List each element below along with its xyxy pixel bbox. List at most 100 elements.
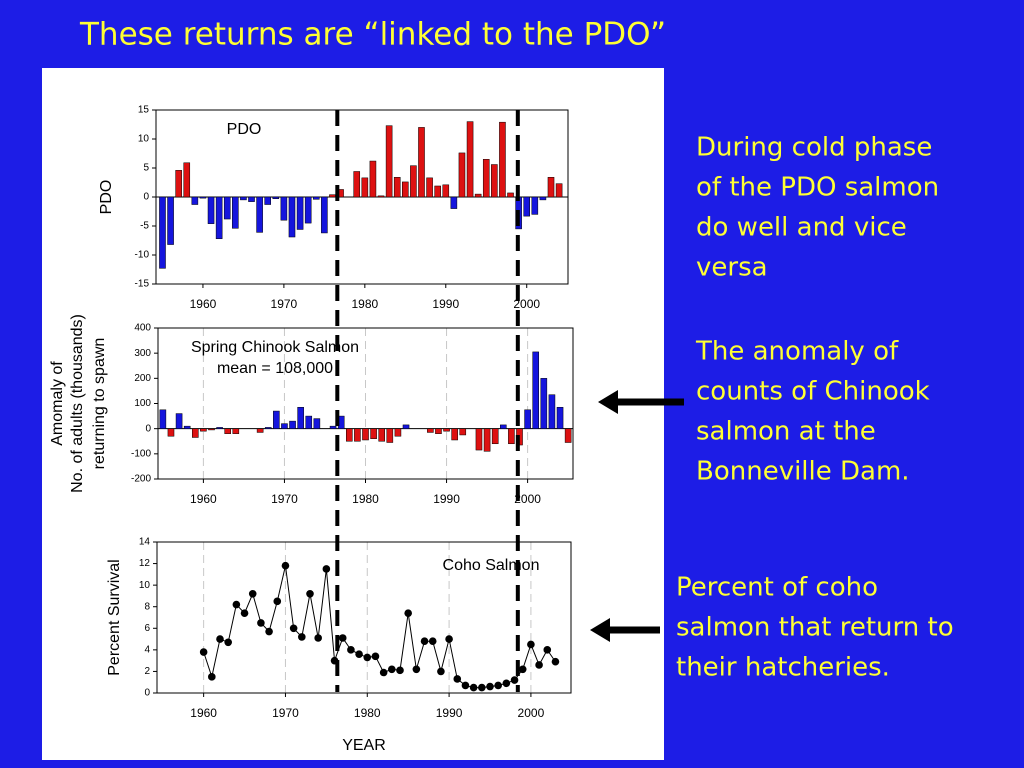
- bar: [223, 196, 231, 220]
- arrow: [590, 618, 660, 642]
- bar: [385, 125, 393, 198]
- x-tick-label: 1970: [271, 492, 298, 506]
- point: [461, 681, 470, 690]
- point: [437, 667, 445, 676]
- bar: [345, 428, 353, 442]
- bar: [474, 193, 482, 198]
- bar: [556, 407, 564, 429]
- point: [510, 676, 519, 684]
- point: [322, 565, 331, 573]
- y-tick-label: 10: [139, 580, 151, 591]
- bar: [232, 428, 240, 434]
- point: [412, 665, 421, 674]
- point: [371, 652, 380, 661]
- bar: [215, 196, 223, 240]
- bar: [426, 177, 433, 198]
- point: [355, 650, 363, 658]
- y-tick-label: 0: [144, 688, 150, 699]
- bar: [402, 181, 409, 198]
- point: [338, 634, 347, 642]
- bar: [353, 171, 361, 198]
- point: [216, 635, 224, 643]
- bar: [450, 196, 458, 209]
- bar: [508, 428, 515, 445]
- bar: [288, 196, 296, 238]
- point: [388, 665, 396, 674]
- point: [428, 637, 437, 646]
- slide-title: These returns are “linked to the PDO”: [79, 17, 666, 53]
- point: [518, 665, 527, 674]
- y-axis-label: returning to spawn: [91, 338, 108, 470]
- point: [379, 668, 388, 677]
- point: [281, 561, 290, 570]
- bar: [167, 196, 174, 245]
- bar: [451, 428, 458, 441]
- bar: [273, 410, 280, 429]
- point: [535, 661, 543, 669]
- bar: [297, 407, 304, 429]
- bar: [224, 428, 231, 434]
- point: [208, 673, 216, 681]
- bar: [442, 184, 450, 198]
- bar: [427, 428, 434, 433]
- y-tick-label: 10: [138, 134, 150, 145]
- bar: [329, 194, 336, 198]
- bar: [248, 196, 255, 202]
- y-tick-label: 0: [143, 192, 149, 203]
- bar: [305, 415, 313, 429]
- bar: [369, 160, 377, 198]
- point: [494, 681, 502, 690]
- y-tick-label: -5: [140, 221, 149, 232]
- x-tick-label: 1990: [432, 297, 459, 311]
- y-tick-label: 4: [144, 644, 150, 655]
- bar: [183, 162, 191, 198]
- bar: [313, 418, 321, 429]
- bar: [491, 428, 499, 445]
- bar: [555, 183, 563, 198]
- point: [396, 666, 404, 675]
- bar: [466, 121, 474, 198]
- y-tick-label: -100: [131, 448, 151, 459]
- bar: [523, 196, 531, 217]
- point: [486, 682, 494, 691]
- bar: [532, 351, 540, 429]
- bar: [378, 428, 386, 442]
- point: [224, 638, 232, 647]
- bar: [167, 428, 175, 437]
- bar: [296, 196, 304, 230]
- bar: [264, 196, 271, 205]
- y-tick-label: 14: [139, 537, 151, 548]
- bar: [402, 424, 410, 429]
- bar: [191, 196, 199, 205]
- bar: [256, 196, 263, 233]
- bar: [410, 165, 417, 198]
- point: [289, 624, 298, 633]
- bar: [207, 196, 215, 224]
- bar: [500, 424, 507, 429]
- x-tick-label: 2000: [514, 492, 541, 506]
- bar: [524, 409, 531, 429]
- y-tick-label: 12: [139, 558, 151, 569]
- point: [363, 653, 372, 662]
- point: [240, 609, 249, 617]
- bar: [531, 196, 539, 215]
- bar: [459, 428, 467, 436]
- point: [469, 683, 478, 692]
- point: [265, 627, 273, 636]
- bar: [312, 196, 320, 200]
- y-axis-label: No. of adults (thousands): [69, 314, 86, 493]
- bar: [370, 428, 377, 439]
- bar: [208, 428, 215, 431]
- bar: [361, 177, 369, 198]
- bar: [175, 413, 183, 429]
- bar: [304, 196, 312, 224]
- y-tick-label: 400: [134, 323, 151, 334]
- bar: [264, 427, 272, 429]
- annotation: PDO: [227, 121, 262, 138]
- bar: [216, 427, 223, 429]
- point: [527, 640, 535, 649]
- bar: [386, 428, 394, 443]
- bar: [434, 185, 441, 198]
- bar: [548, 394, 556, 429]
